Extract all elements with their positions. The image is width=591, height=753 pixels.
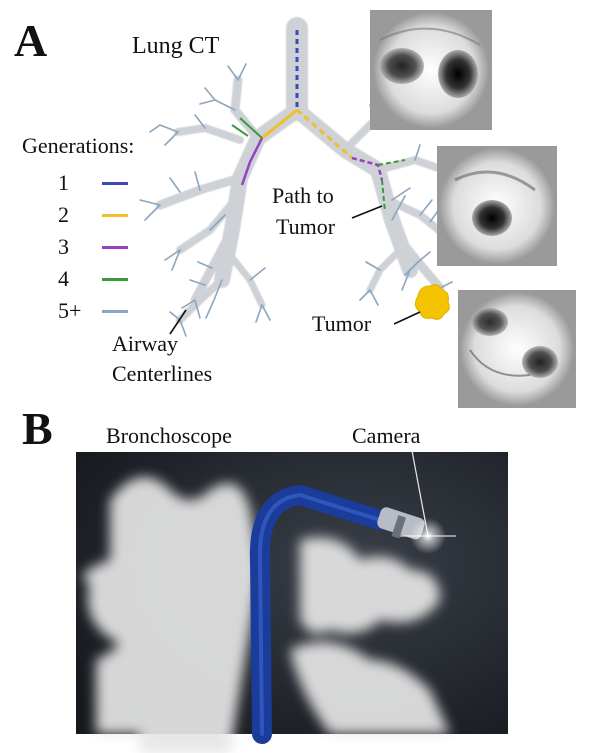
generation-4-path-left: [231, 117, 263, 139]
legend-swatch: [102, 246, 128, 249]
generation-legend: 1 2 3 4 5+: [58, 168, 188, 328]
airway-centerlines-label-line2: Centerlines: [112, 361, 213, 386]
panel-b-letter: B: [22, 403, 53, 454]
legend-item: 4: [58, 266, 178, 292]
tumor-label: Tumor: [312, 311, 372, 336]
legend-swatch: [102, 278, 128, 281]
legend-item: 3: [58, 234, 178, 260]
legend-label: 4: [58, 266, 69, 291]
bronchoscope-label: Bronchoscope: [106, 423, 232, 448]
lung-ct-title: Lung CT: [132, 33, 220, 59]
legend-label: 1: [58, 170, 69, 195]
generation-4-path-right: [377, 159, 406, 213]
legend-heading: Generations:: [22, 133, 135, 158]
tumor-blob: [414, 284, 450, 320]
airway-model: [83, 477, 450, 753]
camera-label: Camera: [352, 423, 421, 448]
centerlines-label-leader: [169, 309, 187, 335]
generation-2-path-left: [261, 108, 298, 140]
legend-swatch: [102, 310, 128, 313]
endoscopy-view-3: [458, 290, 576, 408]
legend-swatch: [102, 182, 128, 185]
legend-item: 1: [58, 170, 178, 196]
legend-swatch: [102, 214, 128, 217]
path-label-leader: [351, 205, 383, 219]
path-to-tumor-label-line2: Tumor: [276, 214, 336, 239]
legend-label: 5+: [58, 298, 82, 323]
tumor-label-leader: [393, 311, 421, 325]
legend-label: 3: [58, 234, 69, 259]
legend-label: 2: [58, 202, 69, 227]
generation-2-path-right: [296, 108, 353, 160]
generation-3-path-left: [240, 137, 264, 186]
legend-item: 5+: [58, 298, 178, 324]
panel-a-letter: A: [14, 15, 48, 66]
airway-centerlines-label-line1: Airway: [112, 331, 178, 356]
endoscopy-view-2: [437, 146, 557, 266]
endoscopy-view-1: [370, 10, 492, 130]
path-to-tumor-label-line1: Path to: [272, 183, 334, 208]
legend-item: 2: [58, 202, 178, 228]
